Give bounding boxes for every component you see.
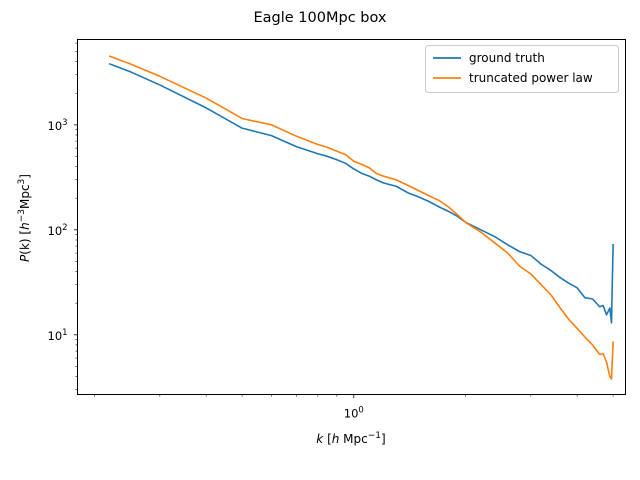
legend-label-ground-truth: ground truth (469, 51, 545, 65)
series-layer (108, 55, 614, 380)
y-tick-label: 103 (48, 118, 68, 133)
legend: ground truth truncated power law (425, 45, 619, 93)
series-line-ground-truth (108, 62, 614, 324)
chart-title: Eagle 100Mpc box (254, 10, 387, 26)
legend-box (425, 45, 619, 93)
x-tick-label: 100 (344, 406, 364, 421)
x-axis-label: k [h Mpc−1] (316, 431, 385, 446)
y-tick-label: 101 (48, 328, 68, 343)
plot-frame (77, 39, 626, 395)
y-tick-label: 102 (48, 223, 68, 238)
series-line-truncated-power-law (108, 55, 614, 380)
legend-label-truncated-power-law: truncated power law (469, 71, 593, 85)
ticks-layer: 100 101 102 103 (48, 42, 614, 421)
y-axis-label: P(k) [h−3Mpc3] (17, 174, 32, 262)
